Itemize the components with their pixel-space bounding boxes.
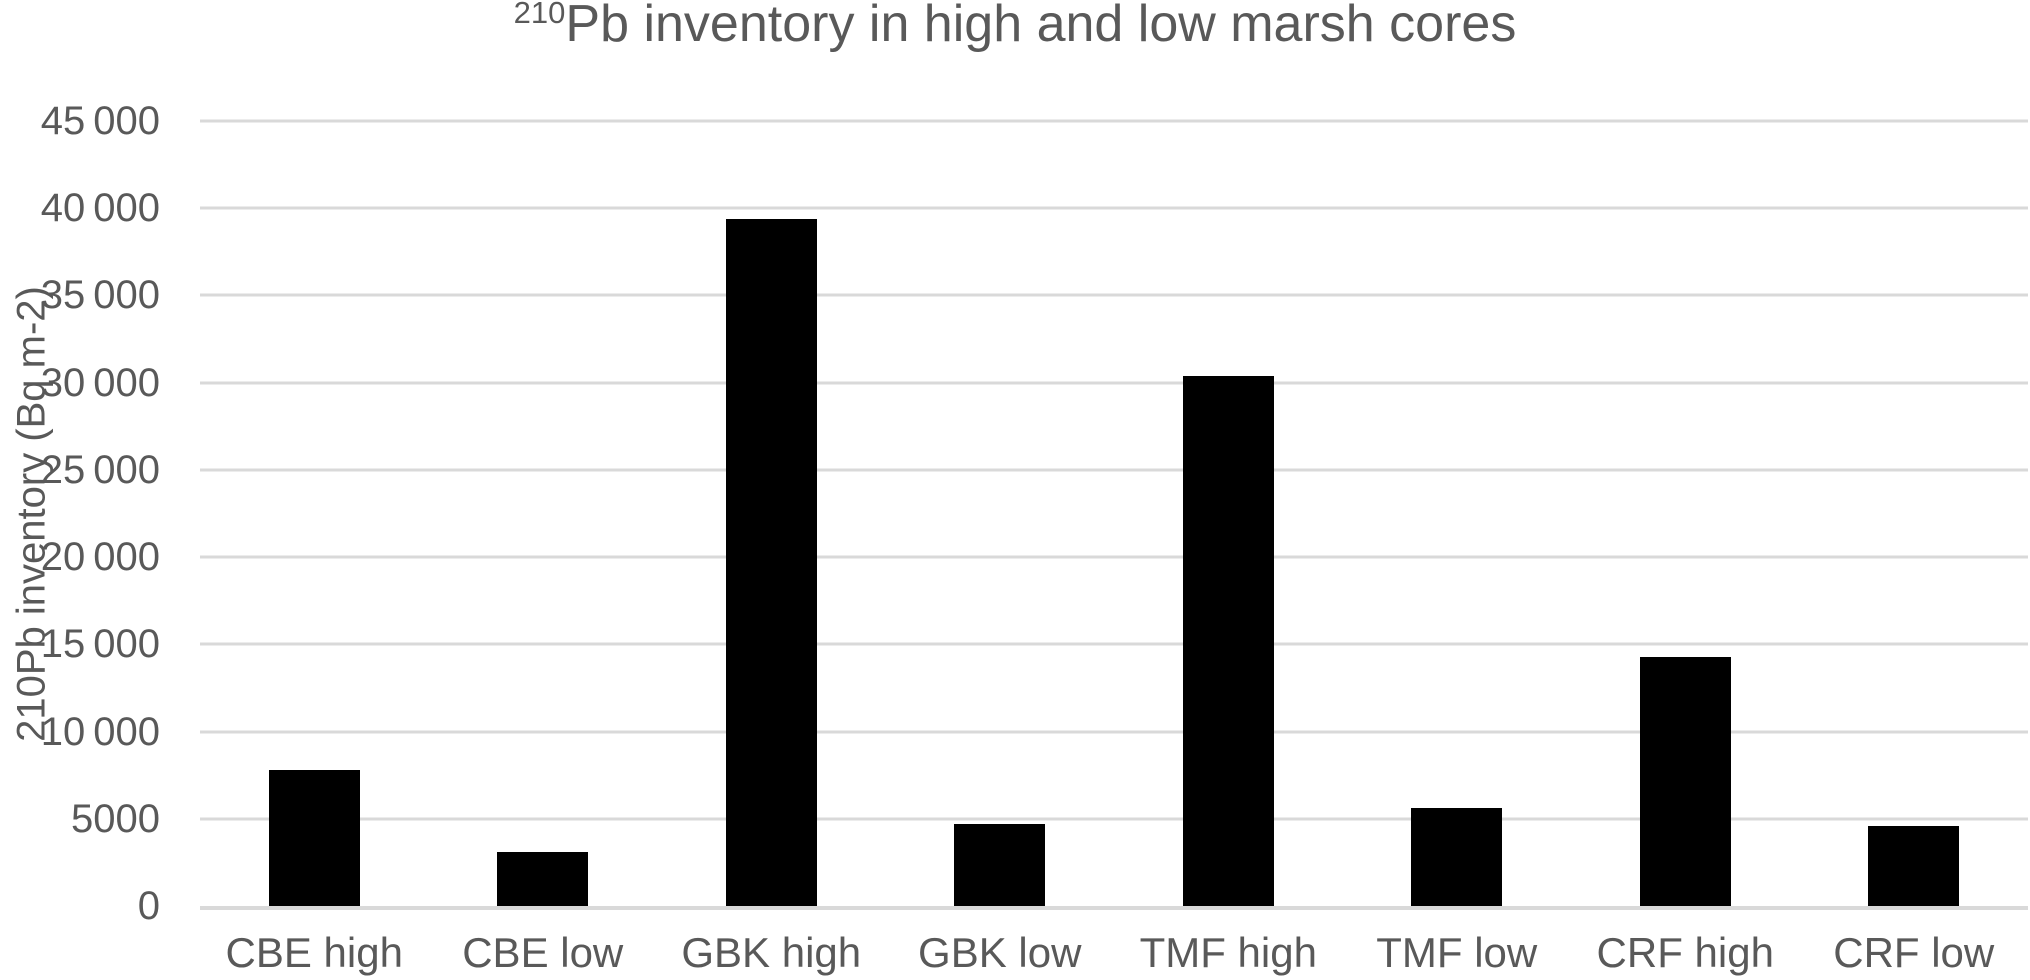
y-tick-label: 0 [137, 884, 160, 928]
x-tick-label-crf-high: CRF high [1596, 929, 1774, 976]
x-tick-label-tmf-low: TMF low [1376, 929, 1538, 976]
gridline [200, 468, 2028, 472]
bar-tmf-high [1182, 375, 1274, 906]
chart-title-text: Pb inventory in high and low marsh cores [565, 0, 1517, 53]
bar-tmf-low [1411, 808, 1503, 906]
x-tick-label-gbk-low: GBK low [918, 929, 1082, 976]
bar-gbk-high [725, 218, 817, 906]
bar-cbe-low [497, 851, 589, 906]
x-axis-tick-labels: CBE high CBE low GBK high GBK low TMF high TM… [200, 930, 2028, 976]
x-axis-line [200, 906, 2028, 910]
gridline [200, 119, 2028, 123]
gridline [200, 730, 2028, 734]
gridline [200, 555, 2028, 559]
bar-gbk-low [954, 824, 1046, 906]
gridline [200, 381, 2028, 385]
gridline [200, 817, 2028, 821]
bar-crf-high [1639, 656, 1731, 906]
x-tick-label-cbe-low: CBE low [462, 929, 624, 976]
x-tick-label-crf-low: CRF low [1833, 929, 1995, 976]
plot-area [200, 119, 2028, 910]
x-tick-label-cbe-high: CBE high [225, 929, 403, 976]
gridline [200, 293, 2028, 297]
gridline [200, 642, 2028, 646]
y-tick-label: 25 000 [40, 447, 160, 492]
bar-crf-low [1868, 825, 1960, 906]
gridline [200, 206, 2028, 210]
x-tick-label-tmf-high: TMF high [1139, 929, 1317, 976]
y-tick-label: 5000 [71, 796, 160, 841]
bar-cbe-high [268, 769, 360, 906]
x-tick-label-gbk-high: GBK high [681, 929, 862, 976]
y-tick-label: 45 000 [40, 99, 160, 143]
y-axis-tick-labels: 0 5000 10 000 15 000 20 000 25 000 30 000 35 00… [0, 0, 160, 980]
y-tick-label: 35 000 [40, 273, 160, 318]
y-tick-label: 20 000 [40, 535, 160, 580]
y-tick-label: 30 000 [40, 360, 160, 405]
chart-title-superscript: 210 [513, 0, 566, 30]
y-tick-label: 15 000 [40, 622, 160, 667]
y-tick-label: 10 000 [40, 709, 160, 754]
y-tick-label: 40 000 [40, 186, 160, 231]
chart-title: 210Pb inventory in high and low marsh co… [0, 0, 2030, 60]
